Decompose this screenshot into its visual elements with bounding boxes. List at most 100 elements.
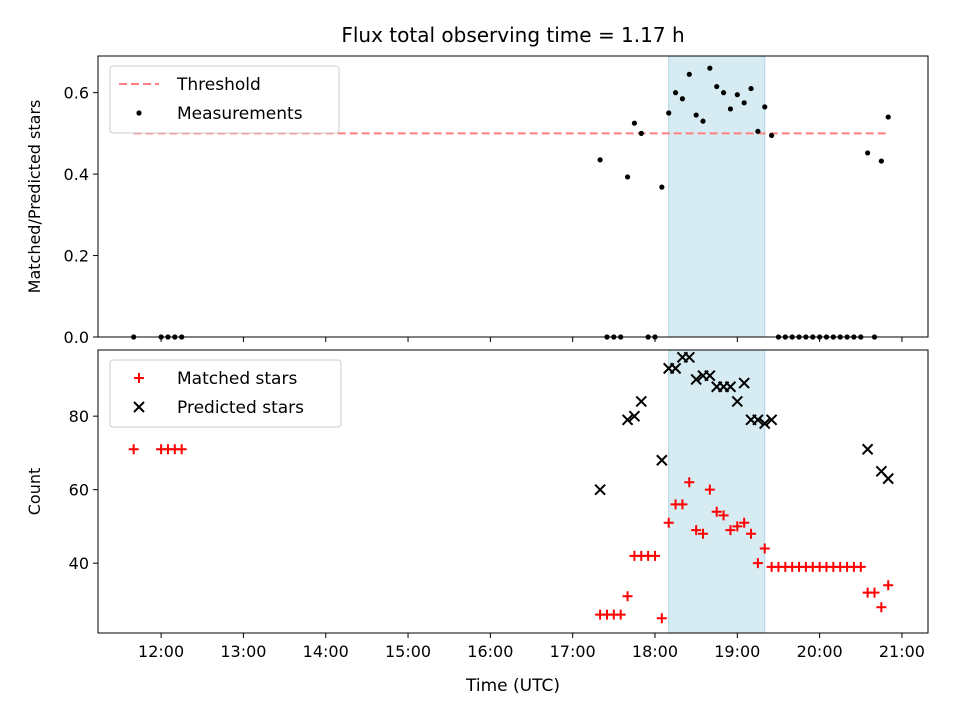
x-tick-label: 13:00 bbox=[220, 642, 266, 661]
measurement-point bbox=[769, 132, 775, 139]
shaded-span bbox=[668, 349, 766, 634]
matched-star-point bbox=[704, 484, 715, 495]
matched-star-point bbox=[718, 510, 729, 521]
measurement-point bbox=[885, 114, 891, 120]
measurement-point bbox=[672, 90, 679, 96]
measurement-point bbox=[727, 106, 734, 112]
matched-star-point bbox=[615, 609, 626, 620]
measurement-point bbox=[714, 83, 720, 90]
x-tick-label: 20:00 bbox=[797, 642, 843, 661]
x-tick-label: 15:00 bbox=[385, 642, 431, 661]
legend-label: Matched stars bbox=[177, 369, 297, 389]
legend-box bbox=[109, 359, 342, 428]
matched-star-point bbox=[869, 587, 880, 598]
x-tick-label: 14:00 bbox=[303, 642, 349, 661]
legend-marker bbox=[136, 110, 142, 116]
predicted-star-point bbox=[669, 362, 682, 375]
legend-entry: Threshold bbox=[119, 75, 261, 95]
measurement-point bbox=[865, 150, 871, 156]
x-axis-label: Time (UTC) bbox=[465, 676, 560, 696]
measurement-point bbox=[741, 100, 747, 106]
y-tick-label: 0.0 bbox=[64, 328, 89, 347]
measurement-point bbox=[693, 112, 699, 118]
matched-star-point bbox=[176, 444, 187, 455]
x-tick-label: 12:00 bbox=[138, 642, 184, 661]
matched-star-point bbox=[649, 550, 660, 561]
predicted-star-point bbox=[759, 417, 771, 430]
measurement-point bbox=[679, 96, 686, 102]
series-measurements bbox=[131, 65, 891, 340]
legend-marker bbox=[133, 401, 145, 413]
measurement-point bbox=[631, 120, 638, 126]
matched-star-point bbox=[691, 525, 702, 536]
predicted-star-point bbox=[683, 351, 695, 364]
predicted-star-point bbox=[656, 454, 668, 466]
matched-star-point bbox=[883, 580, 894, 591]
legend-entry: Predicted stars bbox=[133, 398, 304, 418]
matched-star-point bbox=[684, 477, 695, 488]
predicted-star-point bbox=[628, 410, 641, 422]
y-tick-label: 40 bbox=[69, 554, 89, 573]
matched-star-point bbox=[698, 528, 709, 539]
legend-entry: Measurements bbox=[136, 104, 303, 124]
measurement-point bbox=[762, 104, 768, 110]
measurement-point bbox=[755, 128, 761, 134]
matched-star-point bbox=[663, 517, 674, 528]
shaded-span bbox=[668, 55, 766, 338]
x-tick-label: 16:00 bbox=[467, 642, 513, 661]
matched-star-point bbox=[752, 558, 763, 569]
matched-star-point bbox=[711, 506, 722, 517]
y-tick-label: 80 bbox=[69, 407, 89, 426]
matched-star-point bbox=[739, 517, 750, 528]
predicted-star-point bbox=[690, 373, 702, 386]
series-matched-stars bbox=[128, 444, 894, 624]
y-tick-label: 0.4 bbox=[64, 165, 89, 184]
measurement-point bbox=[624, 174, 631, 180]
matched-star-point bbox=[128, 444, 139, 455]
matched-star-point bbox=[759, 543, 770, 554]
matched-star-point bbox=[622, 591, 633, 602]
figure-title: Flux total observing time = 1.17 h bbox=[341, 23, 684, 47]
legend-marker bbox=[134, 373, 144, 383]
matched-star-point bbox=[656, 613, 667, 624]
predicted-star-point bbox=[731, 395, 744, 408]
x-tick-label: 18:00 bbox=[632, 642, 678, 661]
y-tick-label: 0.2 bbox=[64, 247, 89, 266]
matched-star-point bbox=[855, 561, 866, 572]
legend-label: Threshold bbox=[176, 75, 261, 95]
legend: Threshold Measurements bbox=[109, 65, 340, 134]
measurement-point bbox=[666, 110, 672, 116]
predicted-star-point bbox=[738, 377, 750, 389]
axes-frame bbox=[97, 349, 929, 634]
measurement-point bbox=[700, 118, 706, 124]
x-tick-label: 21:00 bbox=[879, 642, 925, 661]
predicted-star-point bbox=[621, 414, 634, 426]
predicted-star-point bbox=[765, 414, 778, 426]
measurement-point bbox=[878, 158, 884, 164]
measurement-point bbox=[686, 71, 692, 77]
matched-star-point bbox=[746, 528, 757, 539]
predicted-star-point bbox=[704, 370, 716, 382]
y-tick-label: 60 bbox=[69, 481, 89, 500]
predicted-star-point bbox=[861, 443, 874, 455]
measurement-point bbox=[720, 90, 727, 96]
legend: Matched stars Predicted stars bbox=[109, 359, 342, 428]
measurement-point bbox=[748, 85, 754, 92]
y-axis-label: Count bbox=[25, 468, 44, 516]
measurement-point bbox=[597, 157, 603, 163]
matched-star-point bbox=[725, 525, 736, 536]
x-tick-label: 19:00 bbox=[714, 642, 760, 661]
y-axis-label: Matched/Predicted stars bbox=[25, 100, 44, 294]
panel-1: 0.0 0.2 0.4 0.6 Matched/Predicted stars Thres… bbox=[25, 55, 929, 347]
x-tick-label: 17:00 bbox=[550, 642, 596, 661]
series-predicted-stars bbox=[594, 351, 894, 496]
predicted-star-point bbox=[724, 381, 737, 393]
predicted-star-point bbox=[752, 414, 764, 426]
legend-entry: Matched stars bbox=[134, 369, 297, 389]
matched-star-point bbox=[732, 521, 743, 532]
predicted-star-point bbox=[594, 483, 606, 496]
legend-label: Measurements bbox=[177, 104, 303, 124]
predicted-star-point bbox=[882, 472, 894, 485]
matched-star-point bbox=[876, 602, 887, 613]
